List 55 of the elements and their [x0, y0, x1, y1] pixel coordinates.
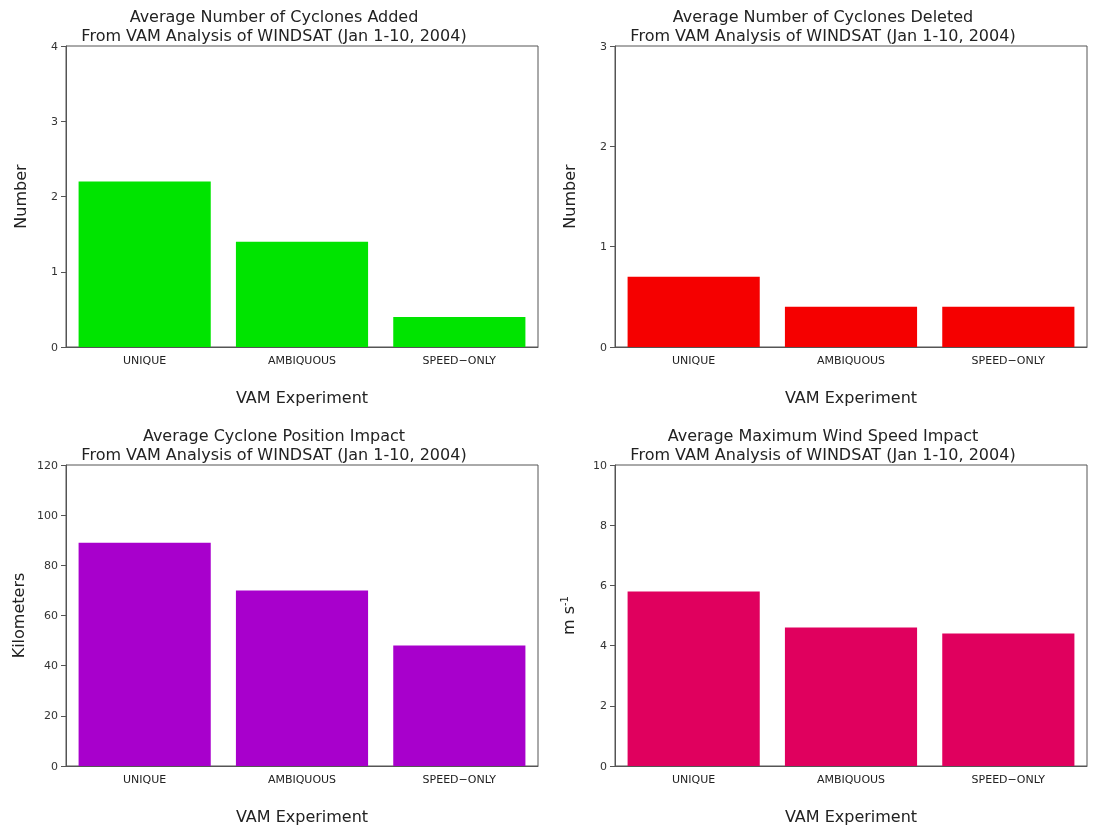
y-tick-label: 100 [37, 508, 58, 522]
y-tick-label: 40 [44, 659, 58, 673]
bar [78, 181, 211, 347]
y-tick-label: 1 [600, 240, 607, 254]
bar [393, 645, 526, 766]
y-axis-title: Number [559, 163, 579, 229]
y-tick-label: 120 [37, 458, 58, 472]
bar [78, 542, 211, 766]
y-tick-label: 2 [600, 139, 607, 153]
x-axis-title: VAM Experiment [784, 806, 918, 826]
y-tick-label: 20 [44, 709, 58, 723]
y-tick-label: 2 [51, 190, 58, 203]
x-tick-label: SPEED−ONLY [971, 773, 1046, 786]
x-axis-title: VAM Experiment [235, 387, 369, 407]
chart-title: Average Cyclone Position Impact From VAM Analysis of WINDSAT (Jan 1-10, 2004) [81, 426, 467, 464]
y-tick-label: 0 [51, 340, 58, 354]
x-tick-label: SPEED−ONLY [422, 354, 497, 367]
chart-title: Average Number of Cyclones Added From VAM Analysis of WINDSAT (Jan 1-10, 2004) [81, 7, 467, 45]
x-tick-label: SPEED−ONLY [422, 773, 497, 786]
y-tick-label: 4 [600, 639, 607, 653]
bar [235, 241, 369, 347]
x-axis-title: VAM Experiment [784, 387, 918, 407]
x-tick-label: UNIQUE [123, 354, 167, 367]
bar [393, 316, 526, 347]
bar [784, 627, 918, 766]
x-tick-label: UNIQUE [672, 354, 716, 367]
bar [942, 633, 1075, 766]
y-tick-label: 0 [51, 759, 58, 773]
y-axis-title: Kilometers [8, 572, 28, 659]
y-tick-label: 3 [600, 39, 607, 53]
chart-title: Average Maximum Wind Speed Impact From VAM Analysis of WINDSAT (Jan 1-10, 2004) [630, 426, 1016, 464]
y-tick-label: 4 [51, 39, 58, 53]
x-tick-label: SPEED−ONLY [971, 354, 1046, 367]
bar [627, 591, 760, 766]
y-tick-label: 3 [51, 114, 58, 128]
bar [235, 590, 369, 766]
x-tick-label: UNIQUE [123, 773, 167, 786]
x-tick-label: AMBIQUOUS [267, 773, 337, 786]
y-axis-title: Number [10, 163, 30, 229]
y-tick-label: 60 [44, 609, 58, 622]
y-tick-label: 0 [600, 340, 607, 354]
x-tick-label: AMBIQUOUS [816, 354, 886, 367]
chart-title: Average Number of Cyclones Deleted From VAM Analysis of WINDSAT (Jan 1-10, 2004) [630, 7, 1016, 45]
y-axis-title: m s-1 [558, 596, 578, 635]
y-tick-label: 8 [600, 518, 607, 532]
x-tick-label: UNIQUE [672, 773, 716, 786]
y-tick-label: 0 [600, 759, 607, 773]
y-tick-label: 1 [51, 265, 58, 279]
y-tick-label: 6 [600, 578, 607, 592]
y-tick-label: 80 [44, 558, 58, 572]
y-tick-label: 2 [600, 699, 607, 713]
x-axis-title: VAM Experiment [235, 806, 369, 826]
y-tick-label: 10 [593, 458, 607, 472]
x-tick-label: AMBIQUOUS [267, 354, 337, 367]
x-tick-label: AMBIQUOUS [816, 773, 886, 786]
